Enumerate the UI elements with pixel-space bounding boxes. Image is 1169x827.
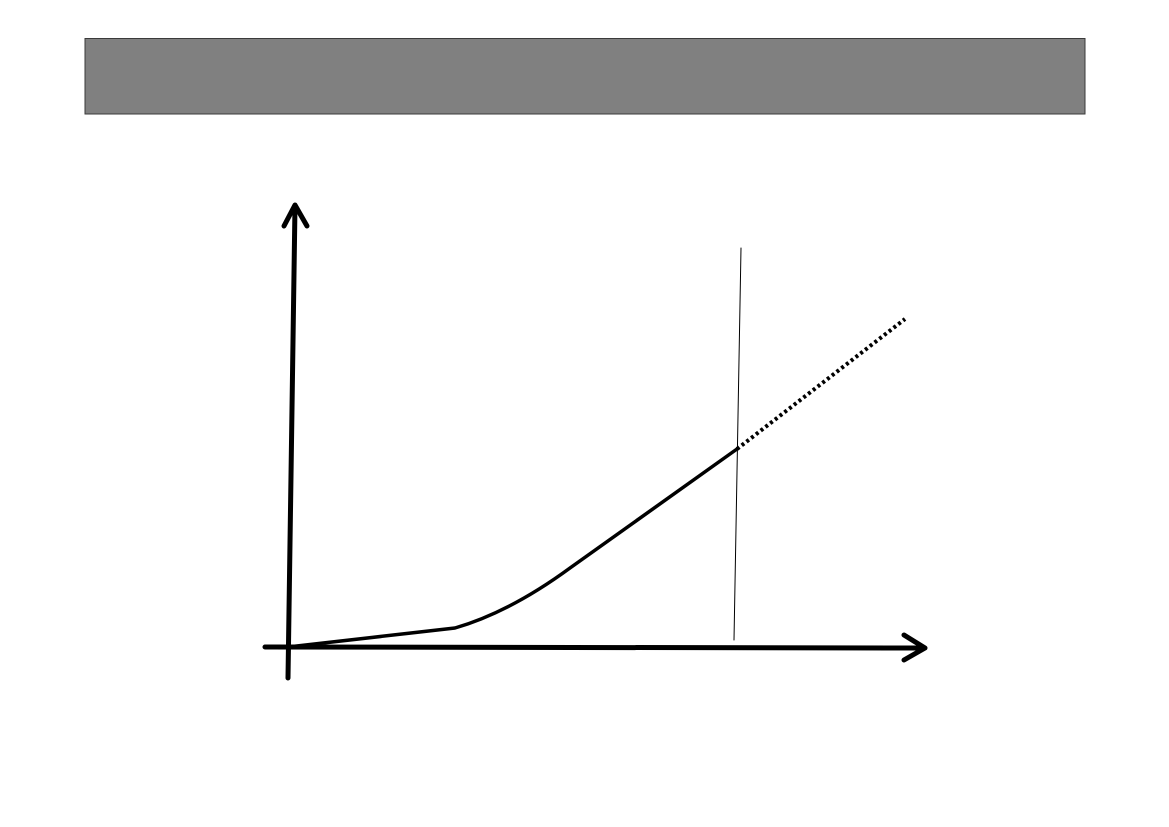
x-axis-arrow [901,632,928,663]
vertical-line [733,247,742,641]
title-bar [84,38,1086,115]
diagram [262,202,928,681]
x-axis [262,644,927,651]
y-axis [285,203,298,681]
curve [286,447,739,649]
y-axis-arrow [281,202,310,229]
